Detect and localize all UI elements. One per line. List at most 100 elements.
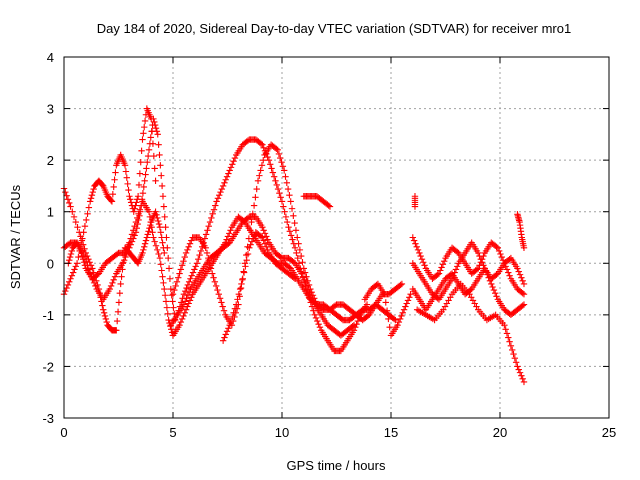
data-point <box>265 156 273 164</box>
data-point <box>505 269 512 276</box>
data-point <box>227 164 235 171</box>
data-point <box>81 222 89 230</box>
data-point <box>83 216 90 224</box>
data-point <box>236 285 244 293</box>
data-point <box>165 254 172 262</box>
data-point <box>109 279 116 287</box>
data-point <box>180 312 187 320</box>
data-point <box>157 261 164 268</box>
data-point <box>64 196 72 203</box>
series-track-o <box>413 280 528 386</box>
data-point <box>164 310 171 318</box>
data-point <box>158 182 166 190</box>
data-point <box>225 170 232 177</box>
data-point <box>520 301 528 308</box>
data-point <box>501 321 508 329</box>
data-point <box>180 291 188 298</box>
data-point <box>216 192 223 199</box>
data-point <box>495 247 503 255</box>
data-point <box>518 274 525 281</box>
data-point <box>288 205 296 212</box>
data-point <box>197 247 205 255</box>
data-point <box>490 286 498 294</box>
data-point <box>498 253 505 261</box>
data-point <box>417 252 424 260</box>
data-point <box>75 253 82 261</box>
data-point <box>136 170 144 177</box>
data-point <box>138 147 145 155</box>
data-point <box>438 264 445 271</box>
data-point <box>519 289 526 297</box>
data-point <box>139 189 147 197</box>
series-track-m <box>409 265 528 319</box>
data-point <box>382 299 389 306</box>
data-point <box>439 261 447 268</box>
data-point <box>264 236 271 243</box>
data-point <box>142 237 150 244</box>
data-point <box>502 326 509 333</box>
data-point <box>177 266 185 273</box>
data-point <box>437 267 444 274</box>
data-point <box>230 157 237 165</box>
data-point <box>287 198 294 205</box>
data-point <box>497 250 504 258</box>
data-point <box>278 159 285 166</box>
data-point <box>209 270 216 277</box>
data-point <box>154 214 161 222</box>
y-tick-label: 0 <box>47 256 54 271</box>
data-point <box>407 291 414 298</box>
data-point <box>148 223 155 231</box>
data-point <box>220 307 228 314</box>
data-point <box>115 299 123 306</box>
data-point <box>162 298 170 305</box>
data-point <box>68 247 76 255</box>
data-point <box>416 249 423 257</box>
chart-title: Day 184 of 2020, Sidereal Day-to-day VTE… <box>97 21 571 36</box>
data-point <box>123 174 130 181</box>
data-point <box>214 286 221 294</box>
data-point <box>503 266 511 273</box>
data-point <box>247 241 254 248</box>
data-point <box>475 249 482 257</box>
data-point <box>102 315 110 323</box>
data-point <box>394 321 401 329</box>
data-point <box>137 159 144 166</box>
data-point <box>290 274 297 281</box>
data-point <box>128 231 136 238</box>
data-point <box>92 282 99 290</box>
series-track-j <box>300 193 334 210</box>
data-point <box>181 253 188 261</box>
data-point <box>224 233 232 240</box>
data-point <box>261 240 269 247</box>
data-point <box>275 150 283 158</box>
data-point <box>100 306 107 313</box>
data-point <box>286 228 294 235</box>
data-point <box>88 192 96 199</box>
data-point <box>143 234 151 241</box>
data-point <box>134 193 142 200</box>
data-point <box>478 259 486 266</box>
data-point <box>350 321 358 329</box>
data-point <box>519 302 526 309</box>
data-point <box>260 227 267 234</box>
data-point <box>187 275 194 282</box>
data-point <box>390 315 398 323</box>
data-point <box>183 284 190 292</box>
data-point <box>127 196 134 203</box>
data-point <box>150 152 158 160</box>
data-point <box>243 256 250 264</box>
data-point <box>169 298 176 305</box>
data-point <box>395 318 403 326</box>
data-point <box>192 263 199 270</box>
data-point <box>213 198 220 205</box>
data-point <box>201 235 209 242</box>
y-tick-label: 3 <box>47 102 54 117</box>
data-point <box>184 246 191 254</box>
data-point <box>69 208 76 215</box>
data-point <box>218 299 225 306</box>
data-point <box>435 270 443 277</box>
data-point <box>440 258 448 265</box>
data-point <box>154 131 161 138</box>
data-point <box>263 243 270 250</box>
data-point <box>515 366 522 373</box>
